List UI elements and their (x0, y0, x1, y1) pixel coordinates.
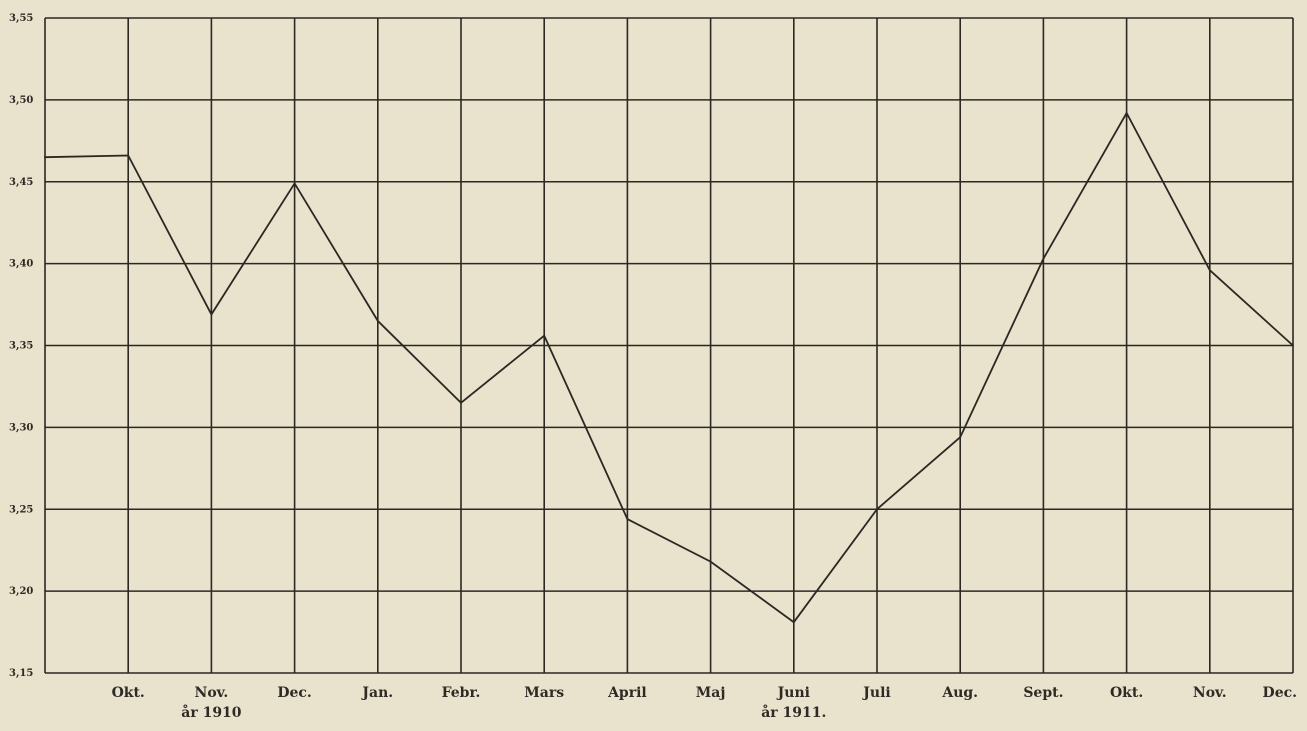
x-tick-label: Sept. (1023, 685, 1063, 701)
y-tick-label: 3,15 (9, 668, 33, 679)
data-point (44, 156, 46, 159)
y-tick-label: 3,30 (9, 422, 33, 433)
x-tick-label: Dec. (1263, 685, 1297, 701)
x-tick-label: Okt. (1110, 685, 1143, 701)
y-tick-label: 3,50 (9, 95, 33, 106)
y-tick-label: 3,20 (9, 586, 33, 597)
x-tick-label: Febr. (442, 685, 481, 701)
y-tick-label: 3,25 (9, 504, 33, 515)
x-tick-label: Jan. (360, 685, 393, 701)
x-tick-label: Nov. (195, 685, 229, 701)
series (44, 111, 1294, 624)
x-tick-label: Okt. (112, 685, 145, 701)
x-tick-label: Nov. (1193, 685, 1227, 701)
data-point (1042, 257, 1045, 260)
data-point (1125, 112, 1128, 114)
data-point (876, 508, 878, 511)
year-label: år 1911. (761, 703, 826, 721)
data-point (1208, 269, 1211, 272)
data-point (959, 436, 962, 439)
x-tick-label: Mars (524, 685, 564, 701)
x-tick-label: Juni (776, 685, 810, 701)
x-tick-label: Dec. (277, 685, 311, 701)
x-tick-label: April (607, 685, 647, 701)
data-point (376, 320, 379, 322)
grid (44, 17, 1294, 674)
y-axis-ticks: 3,15 3,20 3,25 3,30 3,35 3,40 3,45 3,50 3,55 (9, 13, 33, 679)
data-point (127, 154, 130, 157)
data-point (543, 334, 546, 337)
y-tick-label: 3,55 (9, 13, 33, 24)
x-axis-ticks: Okt. Nov. Dec. Jan. Febr. Mars April Maj Juni Jul… (112, 685, 1297, 721)
x-tick-label: Aug. (941, 685, 978, 701)
year-label: år 1910 (181, 703, 242, 721)
data-point (293, 182, 296, 185)
data-point (792, 621, 795, 624)
y-tick-label: 3,35 (9, 341, 33, 352)
data-point (210, 313, 213, 316)
data-point (626, 518, 629, 520)
y-tick-label: 3,45 (9, 177, 33, 188)
data-point (460, 401, 462, 404)
x-tick-label: Maj (696, 685, 726, 701)
data-point (709, 560, 712, 563)
y-tick-label: 3,40 (9, 259, 33, 270)
data-point (1292, 344, 1294, 347)
series-line (44, 111, 1294, 624)
x-tick-label: Juli (861, 685, 890, 701)
